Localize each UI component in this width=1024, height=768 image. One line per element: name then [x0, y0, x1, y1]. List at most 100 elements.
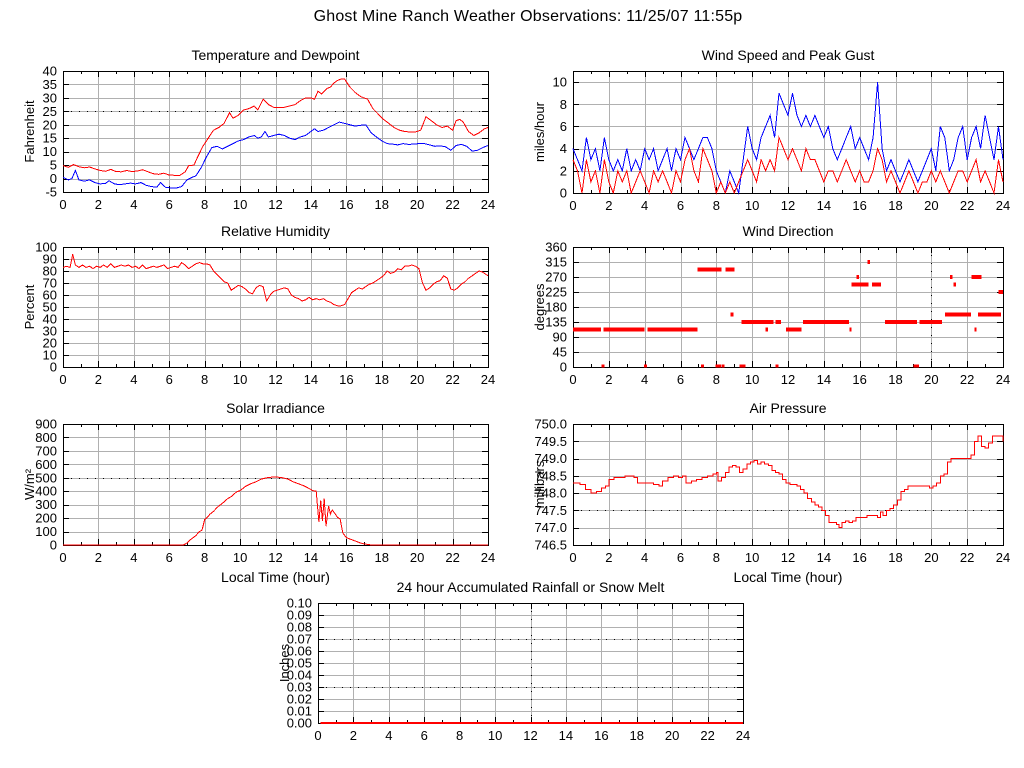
- x-tick-label: 16: [852, 550, 866, 565]
- x-tick-label: 12: [268, 372, 282, 387]
- x-tick-label: 22: [700, 728, 714, 743]
- x-tick-label: 0: [59, 372, 66, 387]
- y-tick-label: 360: [545, 240, 567, 255]
- x-tick-label: 8: [201, 372, 208, 387]
- y-tick-label: 0.08: [287, 620, 312, 635]
- y-tick-label: 10: [553, 75, 567, 90]
- x-tick-label: 4: [641, 550, 648, 565]
- y-tick-label: 0.00: [287, 716, 312, 731]
- y-tick-label: 400: [35, 484, 57, 499]
- y-tick-label: 749.0: [534, 451, 567, 466]
- x-tick-label: 8: [201, 197, 208, 212]
- y-tick-label: 747.0: [534, 520, 567, 535]
- chart-wind_direction: 0 2 4 6 8 10 12 14 16 18 20 22 240459013518022527031…: [532, 223, 1010, 387]
- chart-rainfall: 0 2 4 6 8 10 12 14 16 18 20 22 240.000.010.020.030.0…: [277, 579, 750, 743]
- x-tick-label: 8: [713, 372, 720, 387]
- y-axis-label: millibars: [532, 460, 547, 508]
- x-tick-label: 0: [314, 728, 321, 743]
- x-tick-label: 2: [605, 198, 612, 213]
- y-tick-label: 300: [35, 497, 57, 512]
- y-tick-label: 25: [43, 104, 57, 119]
- series-peak_gust: [572, 82, 1004, 195]
- chart-title: Relative Humidity: [221, 223, 330, 239]
- x-tick-label: 2: [350, 728, 357, 743]
- chart-title: Wind Speed and Peak Gust: [702, 47, 875, 63]
- y-axis-label: Fahrenheit: [22, 100, 37, 163]
- y-tick-label: 746.5: [534, 538, 567, 553]
- chart-pressure: 0 2 4 6 8 10 12 14 16 18 20 22 24746.5747.0747.5748.…: [532, 400, 1010, 585]
- y-tick-label: 100: [35, 524, 57, 539]
- y-tick-label: 748.0: [534, 486, 567, 501]
- y-tick-label: 40: [43, 312, 57, 327]
- x-tick-label: 2: [605, 372, 612, 387]
- x-tick-label: 10: [233, 372, 247, 387]
- x-tick-label: 16: [594, 728, 608, 743]
- x-tick-label: 4: [130, 372, 137, 387]
- x-tick-label: 24: [736, 728, 750, 743]
- y-tick-label: 200: [35, 511, 57, 526]
- x-tick-label: 2: [95, 550, 102, 565]
- y-tick-label: 100: [35, 240, 57, 255]
- x-tick-label: 22: [445, 372, 459, 387]
- chart-title: Air Pressure: [749, 400, 826, 416]
- x-tick-label: 6: [677, 372, 684, 387]
- y-tick-label: 270: [545, 270, 567, 285]
- x-tick-label: 20: [410, 372, 424, 387]
- x-tick-label: 20: [924, 198, 938, 213]
- x-tick-label: 14: [817, 550, 831, 565]
- x-tick-label: 20: [924, 372, 938, 387]
- x-tick-label: 24: [996, 372, 1010, 387]
- y-tick-label: 0.05: [287, 656, 312, 671]
- x-tick-label: 10: [745, 550, 759, 565]
- y-tick-label: 15: [43, 131, 57, 146]
- y-tick-label: 749.5: [534, 434, 567, 449]
- chart-title: Wind Direction: [742, 223, 833, 239]
- y-tick-label: 2: [560, 163, 567, 178]
- y-tick-label: 0.06: [287, 644, 312, 659]
- x-tick-label: 24: [996, 550, 1010, 565]
- x-tick-label: 22: [445, 197, 459, 212]
- y-tick-label: 60: [43, 288, 57, 303]
- x-tick-label: 18: [375, 550, 389, 565]
- y-tick-label: 50: [43, 300, 57, 315]
- y-tick-label: 747.5: [534, 503, 567, 518]
- x-tick-label: 10: [745, 198, 759, 213]
- y-tick-label: 0.02: [287, 692, 312, 707]
- x-tick-label: 6: [677, 550, 684, 565]
- y-tick-label: 0.10: [287, 596, 312, 611]
- series-air_pressure: [573, 435, 1004, 529]
- x-tick-label: 6: [166, 372, 173, 387]
- x-axis-label: Local Time (hour): [221, 569, 330, 585]
- x-tick-label: 16: [852, 198, 866, 213]
- y-tick-label: 500: [35, 470, 57, 485]
- series-wind_speed: [572, 135, 1004, 195]
- y-tick-label: 225: [545, 285, 567, 300]
- x-tick-label: 20: [665, 728, 679, 743]
- y-tick-label: 0.04: [287, 668, 312, 683]
- x-tick-label: 16: [339, 372, 353, 387]
- y-tick-label: -5: [45, 185, 57, 200]
- x-tick-label: 8: [713, 198, 720, 213]
- x-tick-label: 12: [781, 550, 795, 565]
- x-axis-label: Local Time (hour): [734, 569, 843, 585]
- x-tick-label: 10: [233, 550, 247, 565]
- chart-title: Solar Irradiance: [226, 400, 325, 416]
- y-tick-label: 8: [560, 97, 567, 112]
- x-tick-label: 10: [233, 197, 247, 212]
- y-tick-label: 4: [560, 141, 567, 156]
- x-tick-label: 12: [268, 197, 282, 212]
- y-tick-label: 30: [43, 324, 57, 339]
- x-tick-label: 2: [95, 372, 102, 387]
- y-tick-label: 5: [50, 158, 57, 173]
- x-tick-label: 18: [888, 198, 902, 213]
- y-tick-label: 45: [553, 345, 567, 360]
- x-tick-label: 12: [268, 550, 282, 565]
- x-tick-label: 18: [375, 197, 389, 212]
- chart-solar: 0 2 4 6 8 10 12 14 16 18 20 22 240100200300400500600…: [22, 400, 495, 585]
- y-tick-label: 0: [50, 360, 57, 375]
- y-tick-label: 35: [43, 77, 57, 92]
- x-tick-label: 6: [166, 550, 173, 565]
- x-tick-label: 4: [641, 372, 648, 387]
- x-tick-label: 18: [888, 550, 902, 565]
